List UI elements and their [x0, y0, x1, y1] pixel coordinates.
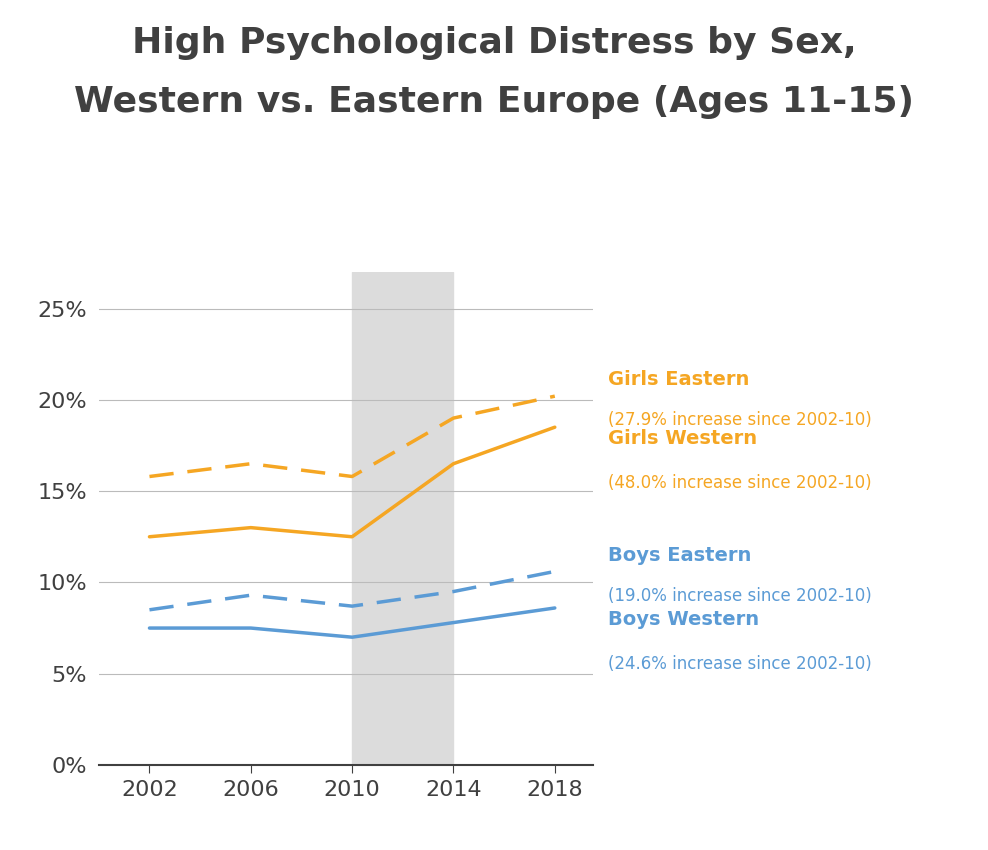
- Bar: [352, 272, 453, 765]
- Text: Western vs. Eastern Europe (Ages 11-15): Western vs. Eastern Europe (Ages 11-15): [74, 85, 914, 119]
- Text: (24.6% increase since 2002-10): (24.6% increase since 2002-10): [608, 654, 871, 672]
- Text: (27.9% increase since 2002-10): (27.9% increase since 2002-10): [608, 411, 871, 429]
- Text: Boys Western: Boys Western: [608, 610, 759, 629]
- Text: High Psychological Distress by Sex,: High Psychological Distress by Sex,: [131, 26, 857, 60]
- Text: Girls Western: Girls Western: [608, 429, 757, 449]
- Text: Girls Eastern: Girls Eastern: [608, 371, 749, 389]
- Text: (48.0% increase since 2002-10): (48.0% increase since 2002-10): [608, 474, 871, 492]
- Text: Boys Eastern: Boys Eastern: [608, 546, 751, 564]
- Text: (19.0% increase since 2002-10): (19.0% increase since 2002-10): [608, 586, 871, 604]
